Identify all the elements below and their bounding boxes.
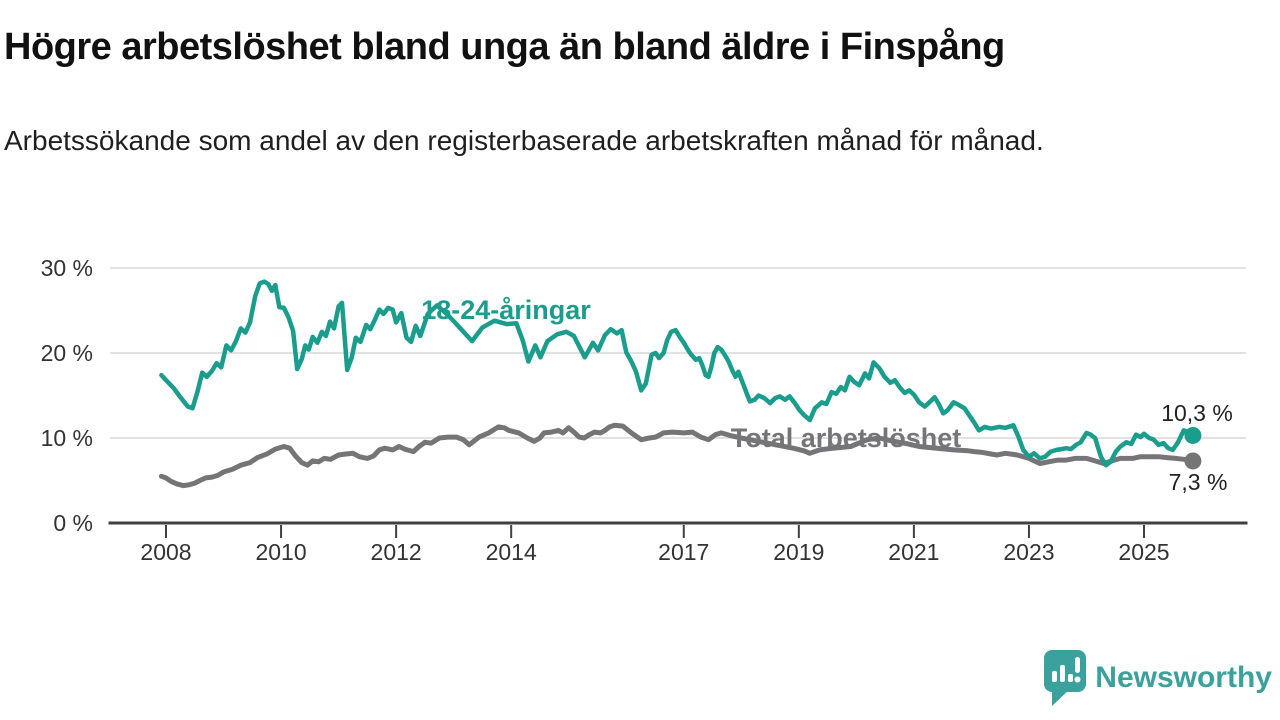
chart-title: Högre arbetslöshet bland unga än bland ä…: [4, 26, 1005, 68]
series-line-total: [158, 422, 1196, 489]
end-value-young: 10,3 %: [1161, 400, 1233, 426]
newsworthy-icon: [1043, 649, 1087, 707]
chart-subtitle: Arbetssökande som andel av den registerb…: [4, 125, 1044, 156]
y-axis-tick-label: 30 %: [41, 255, 93, 281]
x-axis-tick-label: 2023: [1003, 539, 1054, 565]
y-axis-tick-label: 10 %: [41, 425, 93, 451]
x-axis-tick-label: 2017: [658, 539, 709, 565]
series-line-young: [159, 279, 1196, 468]
x-axis-tick-label: 2010: [255, 539, 306, 565]
y-axis-tick-label: 20 %: [41, 340, 93, 366]
x-axis-tick-label: 2014: [486, 539, 537, 565]
y-axis-tick-label: 0 %: [53, 510, 93, 536]
series-end-dot-young: [1184, 426, 1202, 444]
x-axis-tick-label: 2008: [140, 539, 191, 565]
x-axis-tick-label: 2012: [371, 539, 422, 565]
x-axis-tick-label: 2019: [773, 539, 824, 565]
gridlines: [110, 267, 1246, 439]
newsworthy-wordmark: Newsworthy: [1095, 661, 1272, 694]
x-axis-tick-label: 2025: [1118, 539, 1169, 565]
newsworthy-logo[interactable]: Newsworthy: [1043, 648, 1272, 708]
end-value-total: 7,3 %: [1169, 469, 1228, 495]
series-label-total: Total arbetslöshet: [731, 423, 962, 453]
series-end-dots: [1184, 426, 1202, 470]
x-axis-tick-label: 2021: [888, 539, 939, 565]
series-label-young: 18-24-åringar: [421, 295, 591, 325]
series-lines: [158, 279, 1196, 489]
series-end-dot-total: [1184, 452, 1202, 470]
axes: 0 % 10 % 20 % 30 % 2008 2010 2012 2014 2017 2019 2…: [41, 255, 1248, 565]
